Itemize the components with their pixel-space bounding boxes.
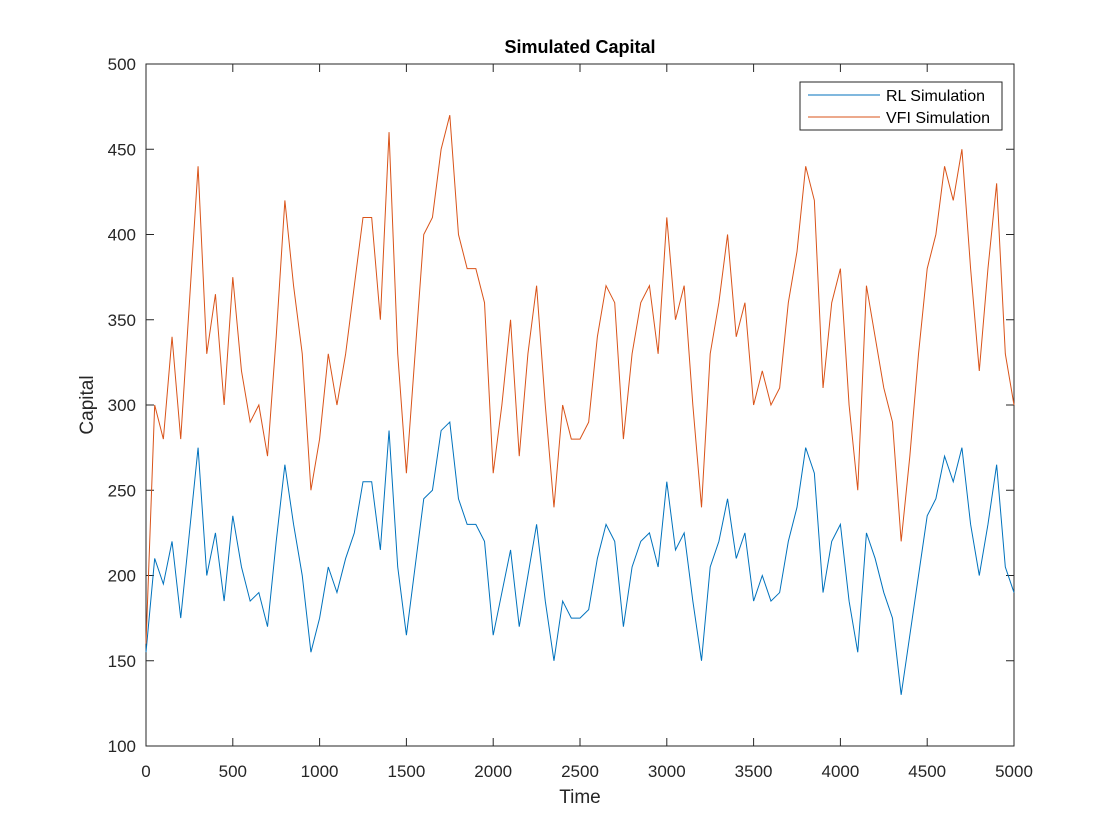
x-axis-label: Time (559, 787, 601, 808)
y-tick-label: 300 (108, 396, 136, 415)
chart-title: Simulated Capital (504, 37, 655, 57)
line-series (145, 115, 1015, 644)
x-tick-label: 0 (141, 762, 150, 781)
y-tick-label: 450 (108, 140, 136, 159)
x-tick-label: 500 (219, 762, 247, 781)
y-axis-label: Capital (77, 375, 98, 434)
legend-label: VFI Simulation (886, 110, 990, 127)
y-tick-label: 150 (108, 652, 136, 671)
y-tick-label: 250 (108, 481, 136, 500)
x-tick-label: 1500 (387, 762, 425, 781)
legend-label: RL Simulation (886, 88, 985, 105)
x-tick-label: 1000 (301, 762, 339, 781)
x-tick-label: 2000 (474, 762, 512, 781)
x-tick-label: 4000 (821, 762, 859, 781)
y-tick-label: 400 (108, 226, 136, 245)
line-series (145, 420, 1015, 695)
axes-box (145, 63, 1015, 747)
y-tick-label: 200 (108, 567, 136, 586)
x-tick-label: 4500 (908, 762, 946, 781)
y-tick-label: 500 (108, 55, 136, 74)
y-tick-label: 100 (108, 737, 136, 756)
x-tick-label: 3500 (735, 762, 773, 781)
x-tick-label: 5000 (995, 762, 1033, 781)
legend-box (799, 81, 1003, 131)
x-tick-label: 2500 (561, 762, 599, 781)
x-tick-label: 3000 (648, 762, 686, 781)
y-tick-label: 350 (108, 311, 136, 330)
